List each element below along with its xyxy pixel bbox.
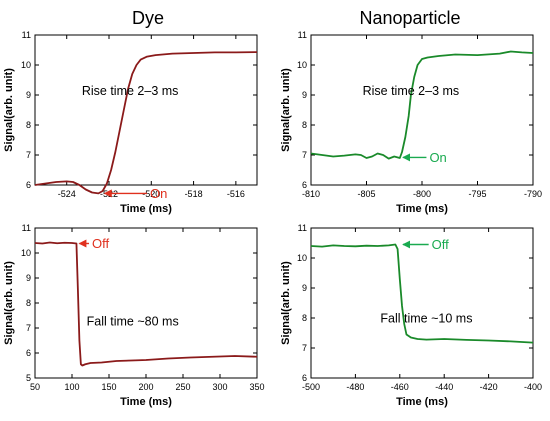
arrow-label: Off [432, 237, 449, 252]
panel-nano-fall: -500 -480 -460 -440 -420 -400 6 7 8 9 10 11 Time (ms… [280, 223, 542, 408]
arrow-label: Off [92, 236, 109, 251]
y-tick-label: 9 [26, 90, 31, 100]
y-tick-label: 10 [297, 60, 307, 70]
time-annotation: Rise time 2–3 ms [82, 84, 179, 98]
y-tick-label: 11 [22, 30, 31, 40]
y-tick-label: 6 [302, 180, 307, 190]
y-tick-label: 7 [26, 323, 31, 333]
x-tick-label: -500 [302, 382, 320, 392]
y-tick-label: 8 [302, 313, 307, 323]
y-tick-label: 7 [302, 343, 307, 353]
x-tick-label: 100 [64, 382, 79, 392]
x-tick-label: -440 [435, 382, 453, 392]
x-tick-label: 300 [212, 382, 227, 392]
x-tick-label: 250 [175, 382, 190, 392]
x-tick-label: -420 [480, 382, 498, 392]
x-tick-label: -790 [524, 189, 542, 199]
x-tick-label: -805 [357, 189, 375, 199]
y-tick-label: 10 [21, 60, 31, 70]
y-tick-label: 10 [21, 248, 31, 258]
y-tick-label: 6 [26, 180, 31, 190]
y-axis-title: Signal(arb. unit) [280, 261, 292, 345]
y-tick-label: 11 [298, 30, 307, 40]
plot-frame [34, 34, 258, 186]
y-tick-label: 6 [26, 348, 31, 358]
arrow-label: On [429, 150, 446, 165]
time-annotation: Fall time ~10 ms [380, 312, 472, 326]
column-title-dye: Dye [132, 8, 164, 28]
y-tick-label: 9 [302, 90, 307, 100]
y-tick-label: 9 [302, 283, 307, 293]
x-axis-title: Time (ms) [396, 396, 448, 408]
y-axis-title: Signal(arb. unit) [280, 68, 292, 152]
panel-dye-fall: 50 100 150 200 250 300 350 5 6 7 8 9 10 11 Time (ms) Si… [3, 223, 265, 408]
y-tick-label: 6 [302, 373, 307, 383]
x-tick-label: -524 [58, 189, 76, 199]
x-axis-title: Time (ms) [396, 203, 448, 215]
plot-frame [310, 34, 534, 186]
y-tick-label: 8 [26, 298, 31, 308]
series-line [34, 51, 258, 195]
x-tick-label: -800 [413, 189, 431, 199]
x-tick-label: -795 [468, 189, 486, 199]
x-tick-label: -520 [142, 189, 160, 199]
y-tick-label: 7 [302, 150, 307, 160]
y-tick-label: 7 [26, 150, 31, 160]
y-tick-label: 8 [26, 120, 31, 130]
series-line [310, 50, 534, 160]
x-axis-title: Time (ms) [120, 203, 172, 215]
series-line [34, 241, 258, 367]
time-annotation: Rise time 2–3 ms [363, 84, 460, 98]
x-tick-label: -810 [302, 189, 320, 199]
x-tick-label: 350 [249, 382, 264, 392]
arrow-label: On [150, 186, 167, 201]
x-tick-label: 150 [101, 382, 116, 392]
column-title-nanoparticle: Nanoparticle [359, 8, 460, 28]
time-annotation: Fall time ~80 ms [87, 315, 179, 329]
series-line [310, 243, 534, 344]
y-axis-title: Signal(arb. unit) [3, 261, 15, 345]
y-tick-label: 9 [26, 273, 31, 283]
x-tick-label: -480 [346, 382, 364, 392]
panel-nano-rise: -810 -805 -800 -795 -790 6 7 8 9 10 11 Time (ms) Sig… [280, 30, 542, 215]
x-tick-label: -460 [391, 382, 409, 392]
y-tick-label: 11 [22, 223, 31, 233]
x-tick-label: -400 [524, 382, 542, 392]
y-tick-label: 10 [297, 253, 307, 263]
x-tick-label: 200 [138, 382, 153, 392]
y-tick-label: 5 [26, 373, 31, 383]
x-tick-label: 50 [30, 382, 40, 392]
plot-frame [310, 227, 534, 379]
x-tick-label: -518 [185, 189, 203, 199]
x-axis-title: Time (ms) [120, 396, 172, 408]
x-tick-label: -516 [227, 189, 245, 199]
y-axis-title: Signal(arb. unit) [3, 68, 15, 152]
y-tick-label: 8 [302, 120, 307, 130]
y-tick-label: 11 [298, 223, 307, 233]
